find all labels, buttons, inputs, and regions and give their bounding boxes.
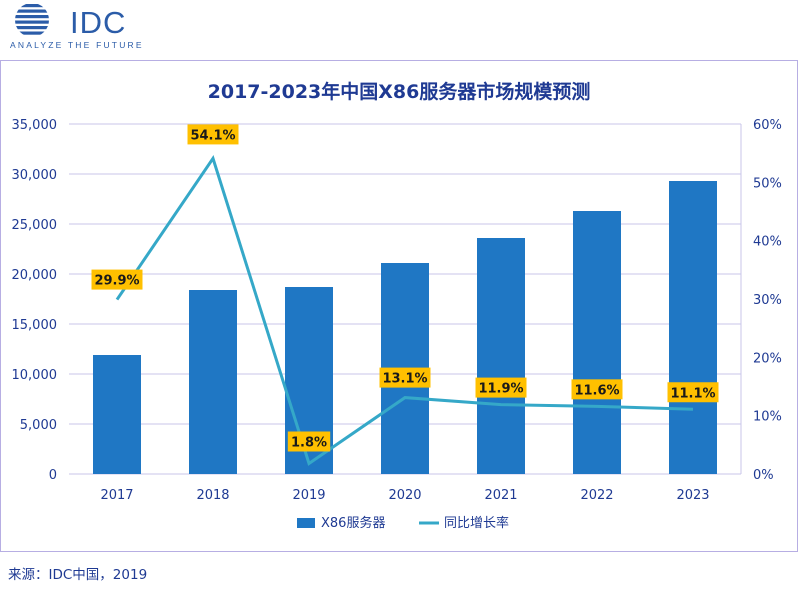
y-left-tick-label: 15,000 (12, 318, 58, 333)
data-label: 54.1% (190, 128, 235, 143)
x-tick-label: 2017 (100, 488, 133, 503)
y-left-tick-label: 35,000 (12, 118, 58, 133)
data-label: 11.1% (670, 386, 715, 401)
data-label-box (91, 269, 143, 290)
x-tick-label: 2021 (484, 488, 517, 503)
y-right-tick-label: 30% (753, 293, 782, 308)
x-tick-label: 2019 (292, 488, 325, 503)
logo-wordmark: IDC (70, 5, 127, 40)
data-label-box (571, 379, 623, 400)
y-right-tick-label: 0% (753, 468, 774, 483)
bar (93, 355, 141, 474)
chart-frame: 2017-2023年中国X86服务器市场规模预测 0 5,000 10,000 15,0… (0, 60, 798, 552)
data-label-box (475, 377, 527, 398)
y-left-tick-label: 20,000 (12, 268, 58, 283)
bar (189, 290, 237, 474)
globe-icon (15, 3, 49, 37)
bar (669, 181, 717, 474)
bar (573, 211, 621, 474)
bar (477, 238, 525, 474)
y-right-tick-label: 60% (753, 118, 782, 133)
y-left-tick-label: 5,000 (20, 418, 57, 433)
data-label: 1.8% (291, 436, 327, 451)
data-label: 11.9% (478, 382, 523, 397)
data-label-box (287, 431, 331, 452)
chart-title: 2017-2023年中国X86服务器市场规模预测 (208, 80, 591, 103)
y-left-tick-label: 25,000 (12, 218, 58, 233)
y-right-tick-label: 50% (753, 176, 782, 191)
logo-tagline: ANALYZE THE FUTURE (10, 40, 144, 50)
x-tick-label: 2020 (388, 488, 421, 503)
y-left-tick-label: 10,000 (12, 368, 58, 383)
data-label: 13.1% (382, 372, 427, 387)
legend-bar-label: X86服务器 (321, 515, 385, 531)
y-left-tick-label: 30,000 (12, 168, 58, 183)
x-tick-label: 2023 (676, 488, 709, 503)
x-tick-label: 2018 (196, 488, 229, 503)
idc-logo: IDC ANALYZE THE FUTURE (8, 2, 158, 50)
chart: 2017-2023年中国X86服务器市场规模预测 0 5,000 10,000 15,0… (12, 80, 782, 531)
legend-line-label: 同比增长率 (444, 515, 509, 531)
data-label-box (379, 367, 431, 388)
data-label-box (667, 382, 719, 403)
source-note: 来源：IDC中国，2019 (8, 567, 148, 583)
x-tick-label: 2022 (580, 488, 613, 503)
y-left-tick-label: 0 (49, 468, 57, 483)
data-label: 11.6% (574, 383, 619, 398)
y-right-tick-label: 10% (753, 410, 782, 425)
data-label-box (187, 124, 239, 145)
y-right-tick-label: 40% (753, 235, 782, 250)
growth-line (115, 155, 694, 466)
data-label: 29.9% (94, 274, 139, 289)
y-right-tick-label: 20% (753, 351, 782, 366)
legend-bar-swatch (297, 518, 315, 528)
